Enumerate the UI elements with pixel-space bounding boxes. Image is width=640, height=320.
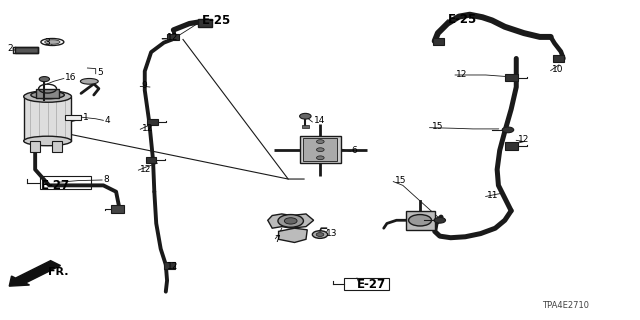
Bar bbox=[303, 138, 337, 161]
Bar bbox=[433, 37, 444, 45]
Text: 2: 2 bbox=[8, 44, 13, 53]
Text: 11: 11 bbox=[487, 191, 499, 200]
Bar bbox=[198, 19, 212, 28]
Circle shape bbox=[317, 148, 324, 152]
Bar bbox=[24, 97, 72, 141]
Circle shape bbox=[317, 140, 324, 143]
Circle shape bbox=[312, 231, 328, 238]
Circle shape bbox=[39, 76, 49, 82]
Bar bbox=[111, 205, 124, 213]
Circle shape bbox=[317, 156, 324, 160]
Circle shape bbox=[284, 218, 297, 224]
Bar bbox=[167, 34, 179, 40]
Circle shape bbox=[316, 233, 324, 236]
Text: 15: 15 bbox=[431, 122, 443, 131]
Bar bbox=[302, 125, 308, 128]
Bar bbox=[505, 74, 518, 81]
Polygon shape bbox=[268, 214, 314, 228]
Bar bbox=[30, 141, 40, 152]
Text: 7: 7 bbox=[274, 235, 280, 244]
Polygon shape bbox=[278, 228, 307, 243]
Text: 6: 6 bbox=[352, 146, 358, 155]
Text: FR.: FR. bbox=[48, 267, 68, 277]
Text: 10: 10 bbox=[552, 65, 563, 74]
Text: 12: 12 bbox=[456, 70, 468, 79]
Text: E-27: E-27 bbox=[357, 278, 386, 291]
Circle shape bbox=[434, 217, 445, 223]
Bar bbox=[552, 55, 564, 62]
Text: 12: 12 bbox=[140, 165, 151, 174]
Text: 1: 1 bbox=[83, 113, 89, 122]
Ellipse shape bbox=[45, 40, 60, 44]
Circle shape bbox=[408, 215, 431, 226]
Ellipse shape bbox=[24, 136, 72, 146]
Text: 14: 14 bbox=[314, 116, 325, 125]
Text: 12: 12 bbox=[141, 124, 153, 133]
Text: 3: 3 bbox=[45, 38, 51, 47]
Text: E-25: E-25 bbox=[202, 14, 232, 27]
Circle shape bbox=[300, 113, 311, 119]
Bar bbox=[15, 47, 38, 53]
Bar bbox=[505, 142, 518, 149]
Text: E-27: E-27 bbox=[41, 179, 70, 192]
Circle shape bbox=[278, 215, 303, 227]
Bar bbox=[300, 136, 341, 163]
Bar bbox=[164, 262, 175, 269]
Text: 8: 8 bbox=[103, 174, 109, 184]
Text: 15: 15 bbox=[394, 176, 406, 185]
Bar bbox=[52, 141, 62, 152]
Bar bbox=[65, 115, 81, 120]
Bar bbox=[344, 278, 389, 290]
Text: 12: 12 bbox=[518, 135, 529, 144]
Bar bbox=[146, 157, 156, 163]
Text: TPA4E2710: TPA4E2710 bbox=[541, 301, 589, 310]
Circle shape bbox=[502, 127, 514, 133]
Ellipse shape bbox=[81, 78, 99, 84]
Text: 13: 13 bbox=[326, 229, 338, 238]
Bar bbox=[406, 211, 435, 230]
Bar bbox=[147, 119, 157, 125]
Text: 5: 5 bbox=[97, 68, 103, 77]
Bar bbox=[40, 177, 91, 189]
Text: 4: 4 bbox=[104, 116, 110, 125]
Text: E-25: E-25 bbox=[447, 13, 477, 26]
Ellipse shape bbox=[31, 91, 64, 99]
Text: 16: 16 bbox=[65, 73, 77, 82]
FancyArrow shape bbox=[9, 260, 61, 286]
Text: 12: 12 bbox=[167, 33, 179, 42]
Ellipse shape bbox=[24, 91, 72, 102]
Text: 9: 9 bbox=[141, 81, 147, 90]
Bar bbox=[36, 89, 59, 98]
Text: 12: 12 bbox=[167, 262, 179, 271]
